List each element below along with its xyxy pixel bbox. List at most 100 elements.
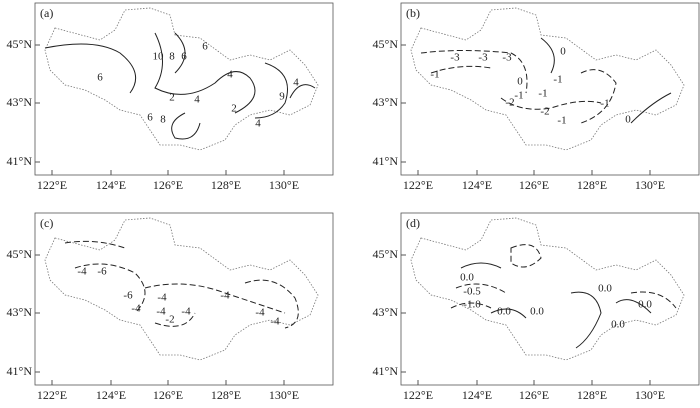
contour-label: -4	[157, 292, 167, 304]
contour-label: 0	[517, 76, 523, 88]
y-tick-label: 43°N	[373, 305, 399, 319]
contour-label: -4	[255, 307, 265, 319]
contour-label: -1	[557, 115, 566, 127]
y-tick-label: 43°N	[7, 95, 33, 109]
x-tick-label: 122°E	[403, 388, 433, 402]
region-outline	[410, 217, 685, 361]
y-tick-label: 45°N	[373, 37, 399, 51]
contour-label: 2	[231, 103, 237, 115]
panel: (d) 122°E 124°E 126°E 128°E 130°E 45°N 43°N 41°N…	[373, 212, 700, 402]
panel-label: (c)	[40, 216, 53, 230]
x-tick-label: 128°E	[577, 388, 607, 402]
contour-label: 0.0	[598, 283, 612, 295]
contour-label: -2	[540, 106, 549, 118]
y-tick-label: 45°N	[373, 247, 399, 261]
contour-label: -3	[450, 52, 460, 64]
region-outline	[44, 7, 319, 151]
contour-label: 0	[625, 114, 631, 126]
x-tick-label: 122°E	[403, 178, 433, 192]
contour-label: -1.0	[463, 299, 481, 311]
contour-label: 9	[279, 91, 285, 103]
contour-label: 0.0	[530, 306, 544, 318]
contour-label: 0	[560, 46, 566, 58]
contour-label: 4	[227, 69, 233, 81]
x-tick-label: 130°E	[269, 178, 299, 192]
y-tick-label: 41°N	[373, 364, 399, 378]
contour-line	[64, 240, 299, 329]
x-tick-label: 124°E	[462, 388, 492, 402]
x-tick-label: 122°E	[37, 178, 67, 192]
contour-label: -1	[553, 74, 562, 86]
x-tick-label: 126°E	[519, 178, 549, 192]
y-tick-label: 41°N	[7, 364, 33, 378]
contour-line	[540, 37, 672, 124]
x-tick-label: 124°E	[96, 178, 126, 192]
panel: (b) 122°E 124°E 126°E 128°E 130°E 45°N 43°N 41°N…	[373, 2, 700, 192]
contour-label: -6	[97, 266, 107, 278]
contour-label: 6	[202, 41, 208, 53]
x-tick-label: 128°E	[211, 388, 241, 402]
contour-label: -4	[270, 316, 280, 328]
panel: (a) 122°E 124°E 126°E 128°E 130°E 45°N 43°N 41°N…	[7, 2, 334, 192]
contour-label: 8	[169, 51, 175, 63]
contour-label: -6	[123, 290, 133, 302]
contour-line	[420, 50, 617, 124]
contour-label: 0.0	[611, 319, 625, 331]
contour-label: 0.0	[638, 299, 652, 311]
contour-label: -3	[478, 52, 488, 64]
y-tick-label: 43°N	[373, 95, 399, 109]
contour-label: 6	[97, 72, 103, 84]
x-tick-label: 126°E	[153, 388, 183, 402]
x-tick-label: 124°E	[462, 178, 492, 192]
contour-label: -4	[156, 306, 166, 318]
x-tick-label: 128°E	[577, 178, 607, 192]
y-tick-label: 43°N	[7, 305, 33, 319]
contour-label: 2	[169, 92, 175, 104]
contour-label: -4	[181, 306, 191, 318]
x-tick-label: 130°E	[635, 388, 665, 402]
y-tick-label: 41°N	[373, 154, 399, 168]
panel: (c) 122°E 124°E 126°E 128°E 130°E 45°N 43°N 41°N…	[7, 212, 334, 402]
x-tick-label: 122°E	[37, 388, 67, 402]
x-tick-label: 130°E	[269, 388, 299, 402]
y-tick-label: 41°N	[7, 154, 33, 168]
contour-label: -2	[505, 97, 514, 109]
panel-frame	[34, 212, 334, 386]
contour-label: -1	[514, 90, 523, 102]
contour-label: 0.0	[460, 272, 474, 284]
contour-label: -0.5	[463, 286, 481, 298]
x-tick-label: 126°E	[519, 388, 549, 402]
contour-line	[450, 244, 677, 309]
y-tick-label: 45°N	[7, 247, 33, 261]
panel-frame	[400, 212, 700, 386]
contour-label: 6	[181, 51, 187, 63]
contour-label: -3	[502, 52, 512, 64]
x-tick-label: 130°E	[635, 178, 665, 192]
panel-label: (a)	[40, 6, 53, 20]
contour-label: 6	[147, 112, 153, 124]
contour-label: 4	[293, 77, 299, 89]
region-outline	[44, 217, 319, 361]
contour-label: -4	[77, 266, 87, 278]
contour-label: 8	[160, 114, 166, 126]
y-tick-label: 45°N	[7, 37, 33, 51]
contour-label: -1	[600, 98, 609, 110]
panel-label: (b)	[406, 6, 420, 20]
panel-label: (d)	[406, 216, 420, 230]
contour-label: -2	[165, 314, 174, 326]
contour-label: 4	[194, 94, 200, 106]
x-tick-label: 124°E	[96, 388, 126, 402]
contour-label: 0.0	[497, 306, 511, 318]
panel-frame	[400, 2, 700, 176]
contour-label: -4	[220, 290, 230, 302]
contour-line	[44, 32, 316, 140]
region-outline	[410, 7, 685, 151]
contour-label: 10	[153, 51, 165, 63]
contour-line	[460, 262, 652, 349]
contour-label: -1	[430, 69, 439, 81]
contour-label: 4	[255, 118, 261, 130]
x-tick-label: 128°E	[211, 178, 241, 192]
contour-label: -1	[538, 88, 547, 100]
contour-label: -4	[131, 303, 141, 315]
